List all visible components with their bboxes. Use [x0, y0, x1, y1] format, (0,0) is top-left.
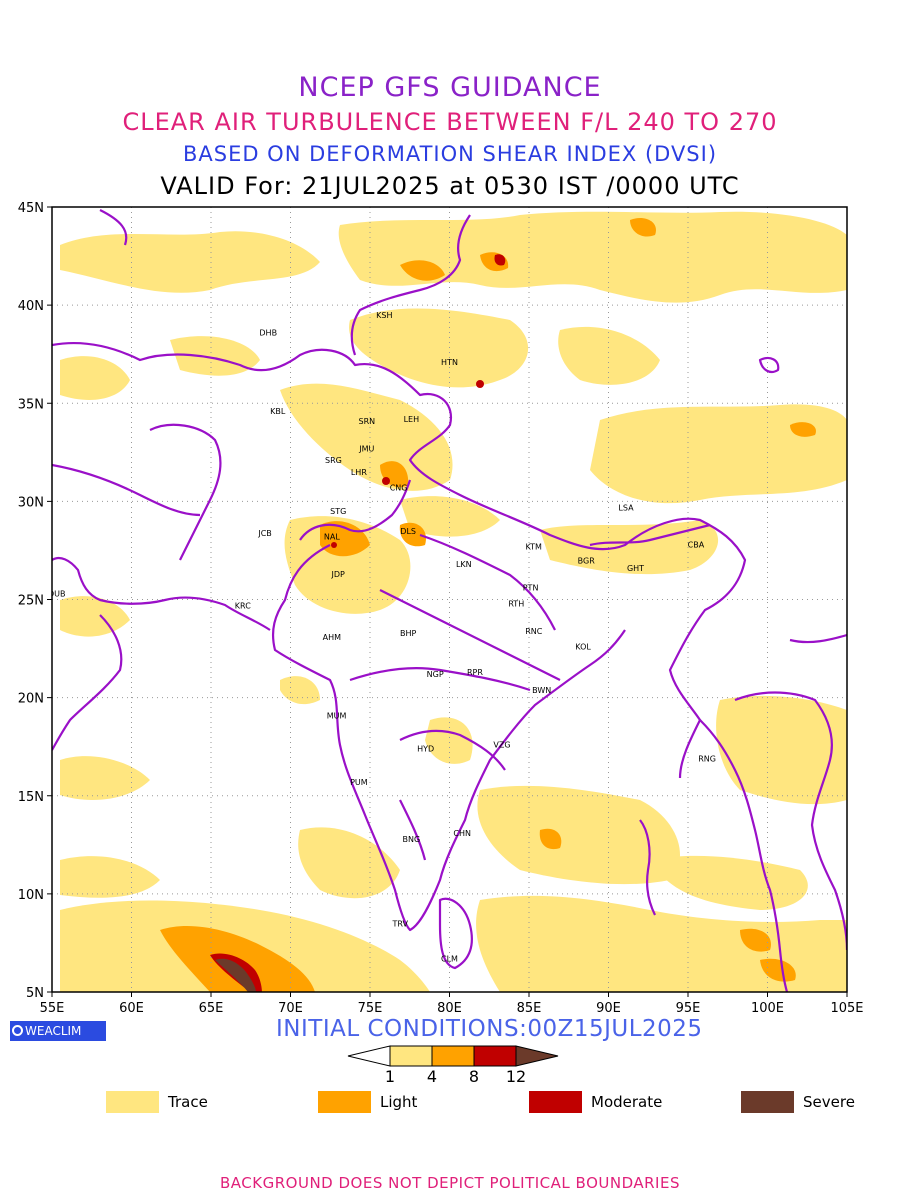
lat-tick-label: 45N — [18, 201, 44, 216]
lat-tick-label: 40N — [18, 299, 44, 314]
station-label-pum: PUM — [350, 778, 368, 787]
station-label-trv: TRV — [391, 919, 408, 928]
lon-tick-label: 100E — [751, 1001, 784, 1016]
station-label-krc: KRC — [235, 601, 251, 610]
chart-subtitle-turbulence: CLEAR AIR TURBULENCE BETWEEN F/L 240 TO … — [122, 108, 778, 136]
weaclim-logo: WEACLIM — [10, 1021, 106, 1041]
logo-circle-icon — [12, 1025, 23, 1036]
station-label-mum: MUM — [327, 711, 347, 720]
colorbar-lower-triangle — [347, 1045, 391, 1067]
lon-tick-label: 90E — [596, 1001, 621, 1016]
station-label-leh: LEH — [404, 415, 420, 424]
axis-ticks — [47, 206, 848, 997]
station-label-stg: STG — [330, 507, 346, 516]
lon-tick-label: 105E — [830, 1001, 863, 1016]
station-label-vzg: VZG — [493, 741, 510, 750]
station-label-jdp: JDP — [331, 570, 346, 579]
station-label-lhr: LHR — [351, 468, 367, 477]
station-label-htn: HTN — [441, 358, 458, 367]
lat-tick-label: 10N — [18, 888, 44, 903]
colorbar-level-label: 1 — [385, 1067, 395, 1086]
colorbar-upper-triangle — [515, 1045, 559, 1067]
turbulence-map: KSH DHB HTN KBL SRN LEH JMU SRG LHR CNG LSA STG JCB N… — [18, 201, 864, 1016]
station-label-jcb: JCB — [257, 529, 271, 538]
station-labels: KSH DHB HTN KBL SRN LEH JMU SRG LHR CNG LSA STG JCB N… — [48, 311, 716, 964]
lat-tick-label: 25N — [18, 594, 44, 609]
lon-tick-label: 75E — [358, 1001, 383, 1016]
lon-tick-label: 70E — [278, 1001, 303, 1016]
station-label-dhb: DHB — [259, 329, 277, 338]
colorbar-segment — [473, 1045, 517, 1067]
station-label-chn: CHN — [453, 829, 471, 838]
station-label-nal: NAL — [324, 533, 340, 542]
chart-title: NCEP GFS GUIDANCE — [298, 72, 602, 103]
colorbar-level-label: 8 — [469, 1067, 479, 1086]
station-label-bng: BNG — [403, 835, 421, 844]
station-label-kol: KOL — [575, 643, 591, 652]
legend-swatch-trace — [106, 1091, 159, 1113]
legend-swatch-severe — [741, 1091, 794, 1113]
station-label-bwn: BWN — [532, 686, 551, 695]
logo-text: WEACLIM — [25, 1024, 82, 1038]
station-label-kbl: KBL — [270, 407, 286, 416]
country-boundaries — [52, 209, 847, 992]
severe-turbulence-areas — [215, 958, 256, 992]
lat-tick-label: 5N — [26, 986, 44, 1001]
station-label-srn: SRN — [359, 417, 376, 426]
station-label-lkn: LKN — [456, 560, 472, 569]
station-label-ahm: AHM — [323, 633, 341, 642]
legend-label-severe: Severe — [803, 1093, 855, 1111]
longitude-tick-labels: 55E 60E 65E 70E 75E 80E 85E 90E 95E 100E 105E — [40, 1001, 864, 1016]
trace-turbulence-areas — [60, 211, 847, 992]
legend-swatch-moderate — [529, 1091, 582, 1113]
station-label-ght: GHT — [627, 564, 644, 573]
station-label-hyd: HYD — [417, 745, 434, 754]
lon-tick-label: 65E — [199, 1001, 224, 1016]
latitude-tick-labels: 45N 40N 35N 30N 25N 20N 15N 10N 5N — [18, 201, 44, 1001]
station-label-bgr: BGR — [578, 556, 596, 565]
colorbar: 1 4 8 12 — [347, 1045, 559, 1086]
legend-label-light: Light — [380, 1093, 418, 1111]
lon-tick-label: 95E — [676, 1001, 701, 1016]
station-label-srg: SRG — [325, 456, 342, 465]
station-label-bhp: BHP — [400, 629, 417, 638]
station-label-cba: CBA — [688, 541, 705, 550]
station-label-ptn: PTN — [523, 584, 539, 593]
station-label-rth: RTH — [508, 599, 524, 608]
lon-tick-label: 55E — [40, 1001, 65, 1016]
map-grid — [52, 207, 847, 992]
station-label-ksh: KSH — [376, 311, 392, 320]
station-label-clm: CLM — [441, 955, 458, 964]
legend-swatch-light — [318, 1091, 371, 1113]
station-label-jmu: JMU — [358, 444, 374, 453]
station-label-dls: DLS — [400, 527, 416, 536]
station-label-ngp: NGP — [427, 670, 444, 679]
lat-tick-label: 15N — [18, 790, 44, 805]
lat-tick-label: 30N — [18, 495, 44, 510]
station-label-rpr: RPR — [467, 668, 483, 677]
colorbar-level-label: 12 — [506, 1067, 526, 1086]
station-label-rng: RNG — [698, 754, 716, 763]
station-label-lsa: LSA — [618, 503, 634, 512]
disclaimer-footer: BACKGROUND DOES NOT DEPICT POLITICAL BOU… — [220, 1174, 680, 1192]
station-label-dub: DUB — [48, 590, 66, 599]
lon-tick-label: 85E — [517, 1001, 542, 1016]
colorbar-segment — [389, 1045, 433, 1067]
valid-time: VALID For: 21JUL2025 at 0530 IST /0000 U… — [160, 172, 740, 200]
lon-tick-label: 60E — [119, 1001, 144, 1016]
lat-tick-label: 20N — [18, 692, 44, 707]
station-label-cng: CNG — [390, 484, 408, 493]
initial-conditions: INITIAL CONDITIONS:00Z15JUL2025 — [276, 1016, 703, 1042]
legend-label-moderate: Moderate — [591, 1093, 663, 1111]
colorbar-level-label: 4 — [427, 1067, 437, 1086]
station-label-rnc: RNC — [525, 627, 543, 636]
chart-subtitle-index: BASED ON DEFORMATION SHEAR INDEX (DVSI) — [182, 142, 718, 166]
station-label-ktm: KTM — [526, 543, 543, 552]
colorbar-segment — [431, 1045, 475, 1067]
lon-tick-label: 80E — [437, 1001, 462, 1016]
legend-label-trace: Trace — [168, 1093, 208, 1111]
lat-tick-label: 35N — [18, 397, 44, 412]
